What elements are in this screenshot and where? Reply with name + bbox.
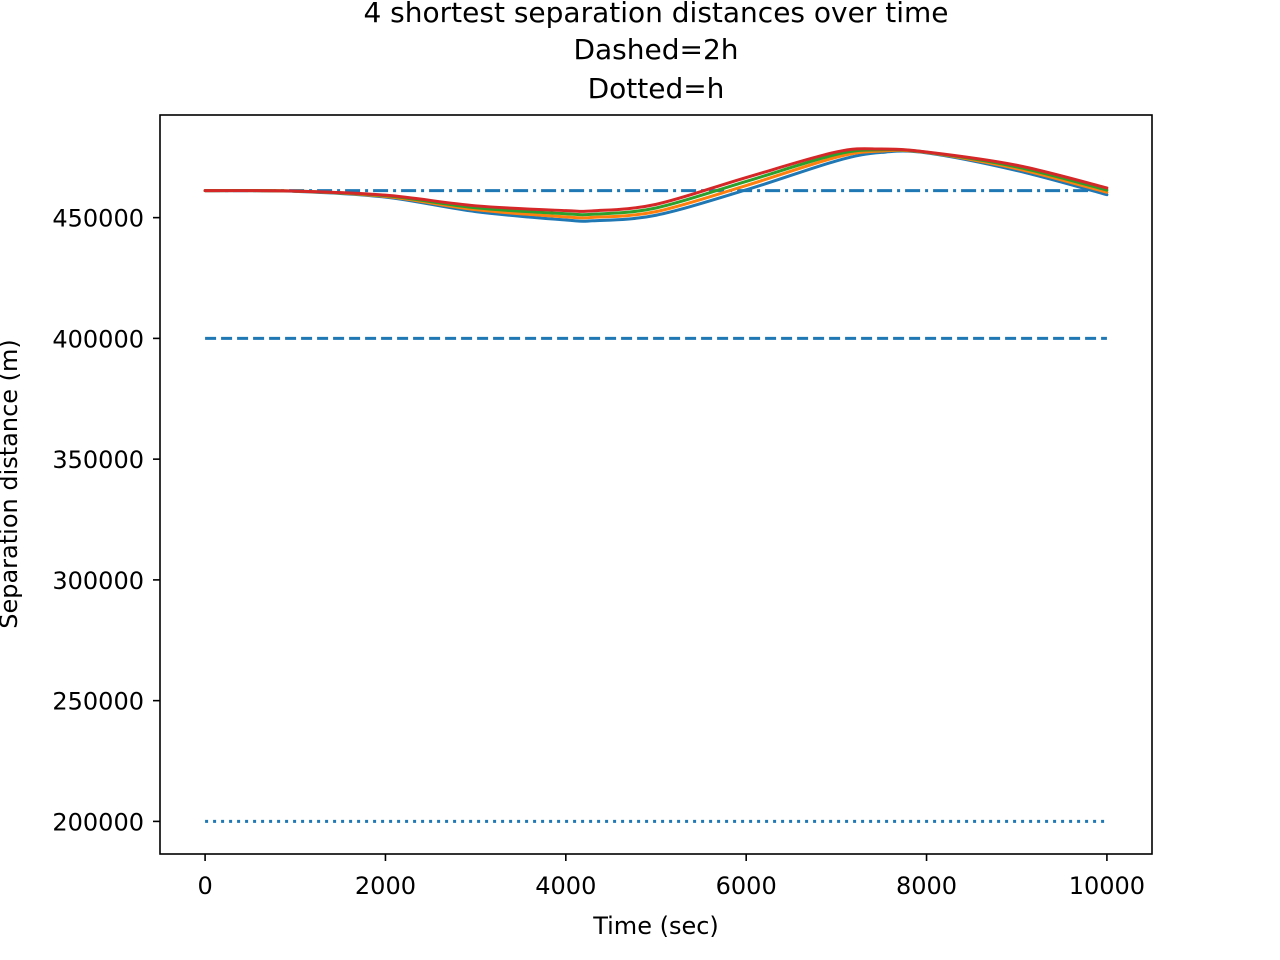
chart-title-line-1: 4 shortest separation distances over tim… [363,0,948,29]
chart-title-line-2: Dashed=2h [573,33,738,66]
y-tick-label: 200000 [52,808,144,836]
x-tick-label: 8000 [896,872,957,900]
y-axis-label: Separation distance (m) [0,339,23,629]
x-tick-label: 4000 [535,872,596,900]
x-tick-label: 6000 [716,872,777,900]
x-axis-ticks: 0 2000 4000 6000 8000 10000 [197,854,1145,900]
y-axis-ticks: 200000 250000 300000 350000 400000 450000 [52,205,160,836]
series-lines [203,147,1109,223]
x-tick-label: 10000 [1069,872,1145,900]
y-tick-label: 300000 [52,567,144,595]
y-tick-label: 350000 [52,446,144,474]
x-axis-label: Time (sec) [592,912,719,940]
y-tick-label: 400000 [52,325,144,353]
y-tick-label: 450000 [52,205,144,233]
y-tick-label: 250000 [52,688,144,716]
x-tick-label: 2000 [355,872,416,900]
chart-title-line-3: Dotted=h [588,72,725,105]
x-tick-label: 0 [197,872,212,900]
reference-lines [205,189,1107,823]
plot-area [159,114,1153,855]
series-line-4 [203,147,1109,213]
